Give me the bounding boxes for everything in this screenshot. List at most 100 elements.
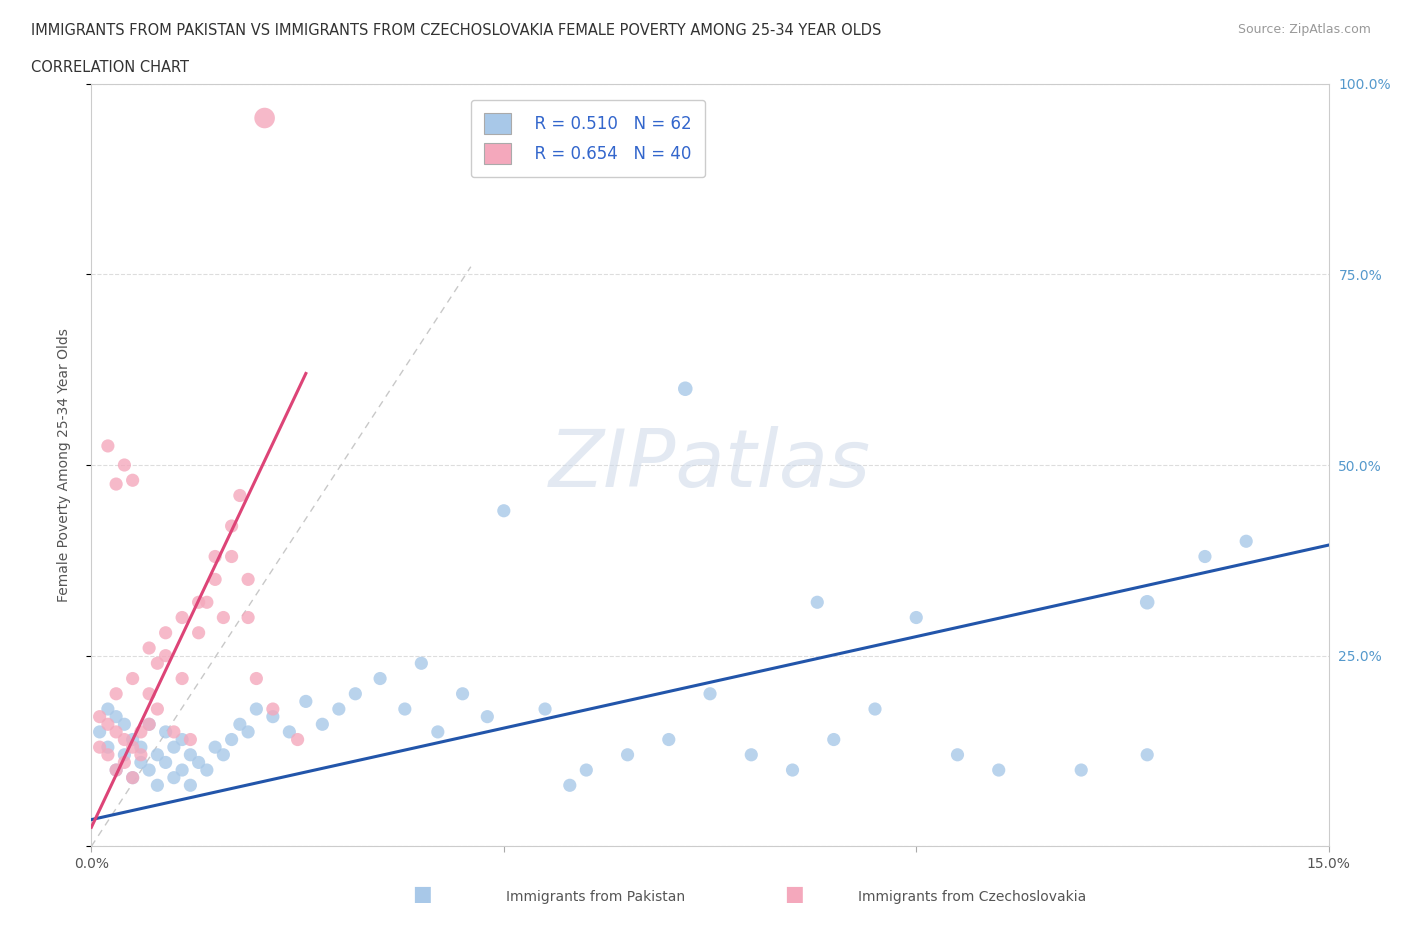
Point <box>89 724 111 739</box>
Point <box>492 503 515 518</box>
Point <box>129 739 152 754</box>
Point <box>221 519 243 534</box>
Point <box>138 717 160 732</box>
Point <box>121 732 143 747</box>
Point <box>1136 595 1159 610</box>
Point <box>89 739 111 754</box>
Point <box>229 488 252 503</box>
Point <box>782 763 804 777</box>
Point <box>97 717 120 732</box>
Text: CORRELATION CHART: CORRELATION CHART <box>31 60 188 75</box>
Point <box>477 710 499 724</box>
Point <box>179 732 201 747</box>
Point <box>179 748 201 763</box>
Point <box>212 748 235 763</box>
Point <box>204 739 226 754</box>
Point <box>1070 763 1092 777</box>
Point <box>740 748 762 763</box>
Point <box>946 748 969 763</box>
Point <box>905 610 928 625</box>
Point <box>262 710 284 724</box>
Point <box>146 701 169 716</box>
Text: ZIPatlas: ZIPatlas <box>548 426 872 504</box>
Point <box>411 656 433 671</box>
Point <box>204 572 226 587</box>
Point <box>221 549 243 564</box>
Point <box>105 724 128 739</box>
Point <box>287 732 309 747</box>
Point <box>295 694 318 709</box>
Point <box>105 477 128 492</box>
Point <box>187 625 209 640</box>
Point <box>172 610 194 625</box>
Point <box>112 748 135 763</box>
Point <box>105 710 128 724</box>
Point <box>1136 748 1159 763</box>
Point <box>112 755 135 770</box>
Point <box>451 686 474 701</box>
Point <box>236 572 259 587</box>
Point <box>172 671 194 686</box>
Point <box>97 701 120 716</box>
Point <box>112 717 135 732</box>
Text: Immigrants from Pakistan: Immigrants from Pakistan <box>506 890 685 904</box>
Point <box>121 472 143 487</box>
Point <box>558 777 581 792</box>
Point <box>426 724 449 739</box>
Text: Immigrants from Czechoslovakia: Immigrants from Czechoslovakia <box>858 890 1085 904</box>
Point <box>89 710 111 724</box>
Point <box>278 724 301 739</box>
Text: ■: ■ <box>785 884 804 904</box>
Point <box>534 701 557 716</box>
Point <box>112 732 135 747</box>
Point <box>121 739 143 754</box>
Point <box>172 763 194 777</box>
Point <box>138 641 160 656</box>
Point <box>121 770 143 785</box>
Point <box>673 381 696 396</box>
Point <box>138 763 160 777</box>
Point <box>236 610 259 625</box>
Point <box>187 755 209 770</box>
Point <box>112 458 135 472</box>
Point <box>105 763 128 777</box>
Point <box>823 732 845 747</box>
Point <box>1234 534 1257 549</box>
Point <box>121 770 143 785</box>
Point <box>221 732 243 747</box>
Point <box>163 739 186 754</box>
Point <box>97 739 120 754</box>
Point <box>987 763 1010 777</box>
Point <box>616 748 638 763</box>
Point <box>212 610 235 625</box>
Point <box>195 595 218 610</box>
Text: Source: ZipAtlas.com: Source: ZipAtlas.com <box>1237 23 1371 36</box>
Point <box>121 671 143 686</box>
Point <box>138 717 160 732</box>
Point <box>155 648 177 663</box>
Point <box>368 671 391 686</box>
Legend:   R = 0.510   N = 62,   R = 0.654   N = 40: R = 0.510 N = 62, R = 0.654 N = 40 <box>471 100 706 178</box>
Point <box>155 755 177 770</box>
Y-axis label: Female Poverty Among 25-34 Year Olds: Female Poverty Among 25-34 Year Olds <box>56 328 70 602</box>
Point <box>344 686 367 701</box>
Point <box>105 763 128 777</box>
Point <box>163 770 186 785</box>
Point <box>658 732 681 747</box>
Point <box>863 701 886 716</box>
Point <box>394 701 416 716</box>
Point <box>245 701 267 716</box>
Point <box>253 111 276 126</box>
Point <box>105 686 128 701</box>
Point <box>155 724 177 739</box>
Point <box>311 717 333 732</box>
Point <box>1194 549 1216 564</box>
Point <box>129 755 152 770</box>
Point <box>97 748 120 763</box>
Point <box>236 724 259 739</box>
Point <box>138 686 160 701</box>
Point <box>172 732 194 747</box>
Point <box>155 625 177 640</box>
Point <box>187 595 209 610</box>
Point <box>245 671 267 686</box>
